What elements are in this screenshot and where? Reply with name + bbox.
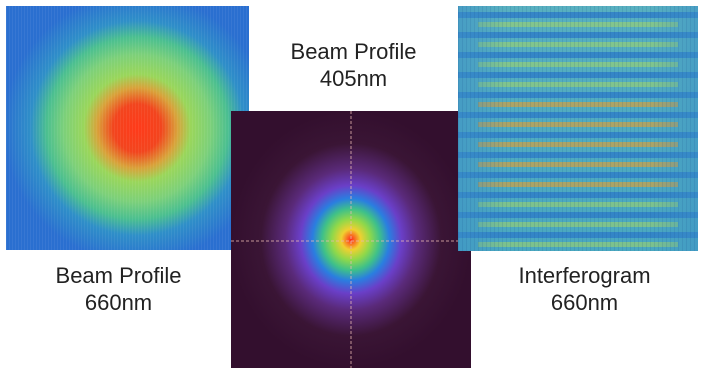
beam-profile-405nm-image (231, 111, 471, 368)
caption-line-wavelength: 660nm (550, 290, 619, 315)
beam-profile-660nm-caption: Beam Profile 660nm (6, 262, 231, 316)
caption-line-wavelength: 405nm (319, 66, 388, 91)
caption-line-title: Beam Profile (55, 263, 182, 288)
interferogram-660nm-image (458, 6, 698, 251)
interferogram-660nm-caption: Interferogram 660nm (471, 262, 698, 316)
caption-line-title: Beam Profile (290, 39, 417, 64)
beam-profile-660nm-image (6, 6, 249, 250)
beam-profile-405nm-caption: Beam Profile 405nm (249, 38, 458, 92)
caption-line-title: Interferogram (518, 263, 651, 288)
caption-line-wavelength: 660nm (84, 290, 153, 315)
